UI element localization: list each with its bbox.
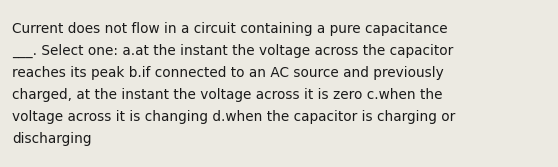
Text: charged, at the instant the voltage across it is zero c.when the: charged, at the instant the voltage acro… <box>12 88 442 102</box>
Text: Current does not flow in a circuit containing a pure capacitance: Current does not flow in a circuit conta… <box>12 22 448 36</box>
Text: ___. Select one: a.at the instant the voltage across the capacitor: ___. Select one: a.at the instant the vo… <box>12 44 453 58</box>
Text: voltage across it is changing d.when the capacitor is charging or: voltage across it is changing d.when the… <box>12 110 455 124</box>
Text: discharging: discharging <box>12 132 92 146</box>
Text: reaches its peak b.if connected to an AC source and previously: reaches its peak b.if connected to an AC… <box>12 66 444 80</box>
